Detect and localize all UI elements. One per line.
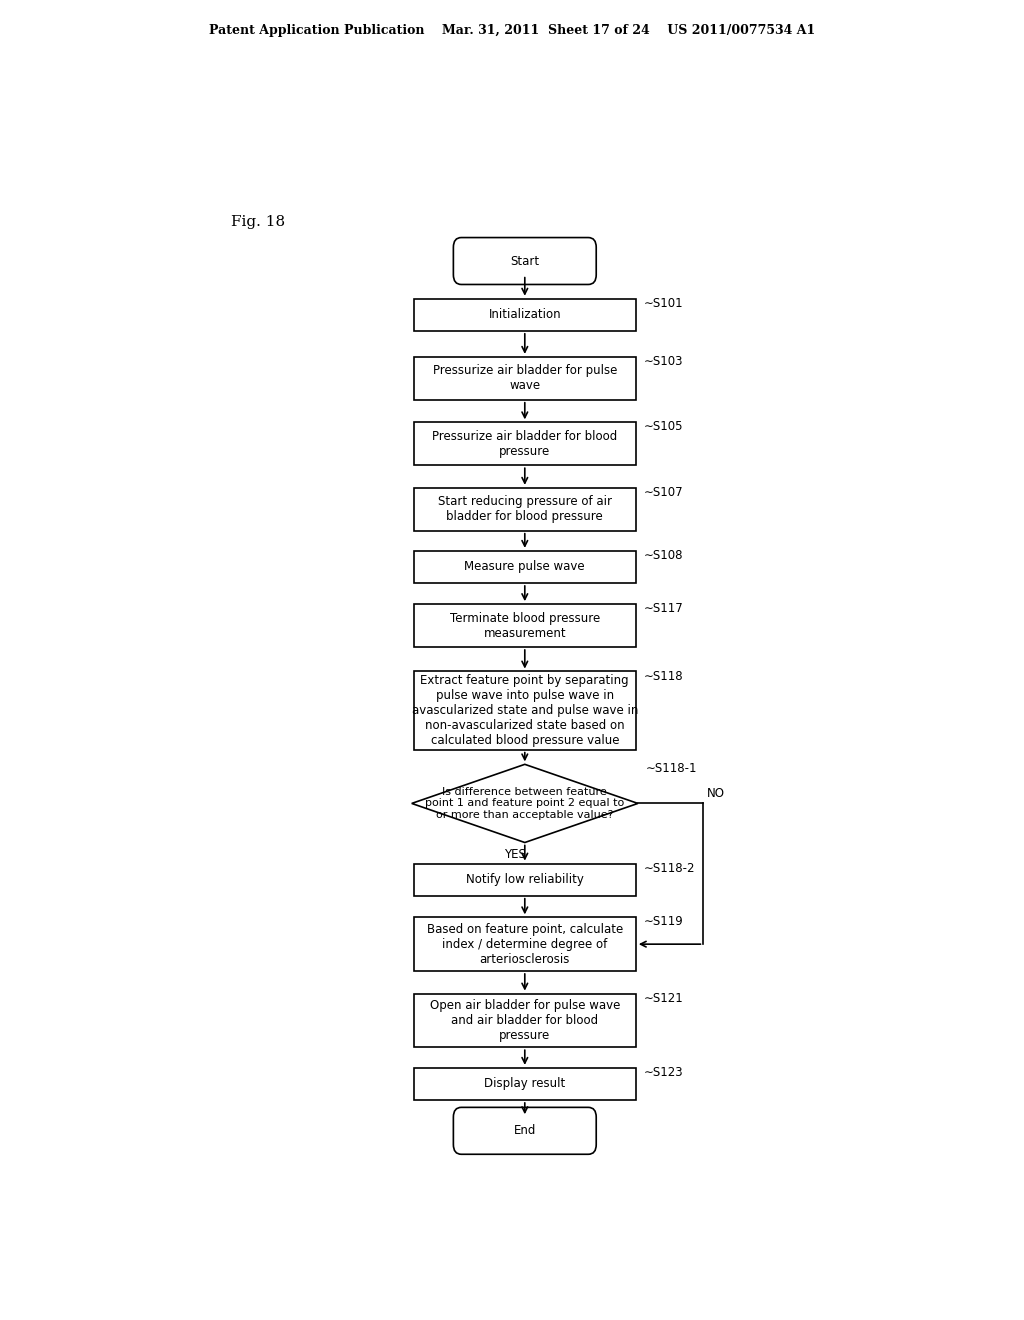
Text: NO: NO — [708, 787, 725, 800]
Bar — [414, 863, 636, 896]
Text: Extract feature point by separating
pulse wave into pulse wave in
avascularized : Extract feature point by separating puls… — [412, 675, 638, 747]
FancyBboxPatch shape — [454, 238, 596, 285]
Text: Open air bladder for pulse wave
and air bladder for blood
pressure: Open air bladder for pulse wave and air … — [430, 999, 620, 1041]
Text: ∼S118-2: ∼S118-2 — [644, 862, 695, 875]
Text: Fig. 18: Fig. 18 — [231, 215, 286, 228]
Text: Start: Start — [510, 255, 540, 268]
Bar — [414, 917, 636, 972]
FancyBboxPatch shape — [454, 1107, 596, 1154]
Text: End: End — [514, 1125, 536, 1138]
Text: ∼S117: ∼S117 — [644, 602, 684, 615]
Text: ∼S121: ∼S121 — [644, 991, 684, 1005]
Bar — [414, 422, 636, 465]
Text: Based on feature point, calculate
index / determine degree of
arteriosclerosis: Based on feature point, calculate index … — [427, 923, 623, 966]
Bar — [414, 1068, 636, 1100]
Text: Pressurize air bladder for blood
pressure: Pressurize air bladder for blood pressur… — [432, 430, 617, 458]
Text: ∼S118: ∼S118 — [644, 669, 683, 682]
Text: Terminate blood pressure
measurement: Terminate blood pressure measurement — [450, 611, 600, 640]
Bar — [414, 356, 636, 400]
Text: Notify low reliability: Notify low reliability — [466, 873, 584, 886]
Text: Display result: Display result — [484, 1077, 565, 1090]
Bar — [414, 298, 636, 331]
Text: ∼S108: ∼S108 — [644, 549, 683, 562]
Bar — [414, 550, 636, 583]
Bar — [414, 605, 636, 647]
Bar — [414, 488, 636, 531]
Text: ∼S101: ∼S101 — [644, 297, 683, 310]
Text: ∼S118-1: ∼S118-1 — [646, 763, 697, 775]
Text: Initialization: Initialization — [488, 309, 561, 321]
Text: ∼S107: ∼S107 — [644, 486, 683, 499]
Text: ∼S123: ∼S123 — [644, 1065, 683, 1078]
Text: ∼S119: ∼S119 — [644, 915, 684, 928]
Bar — [414, 672, 636, 750]
Polygon shape — [412, 764, 638, 842]
Text: ∼S103: ∼S103 — [644, 355, 683, 368]
Text: Start reducing pressure of air
bladder for blood pressure: Start reducing pressure of air bladder f… — [438, 495, 611, 523]
Text: Patent Application Publication    Mar. 31, 2011  Sheet 17 of 24    US 2011/00775: Patent Application Publication Mar. 31, … — [209, 24, 815, 37]
Text: Is difference between feature
point 1 and feature point 2 equal to
or more than : Is difference between feature point 1 an… — [425, 787, 625, 820]
Text: ∼S105: ∼S105 — [644, 420, 683, 433]
Text: YES: YES — [504, 849, 525, 862]
Text: Measure pulse wave: Measure pulse wave — [465, 561, 585, 573]
Bar — [414, 994, 636, 1047]
Text: Pressurize air bladder for pulse
wave: Pressurize air bladder for pulse wave — [432, 364, 617, 392]
